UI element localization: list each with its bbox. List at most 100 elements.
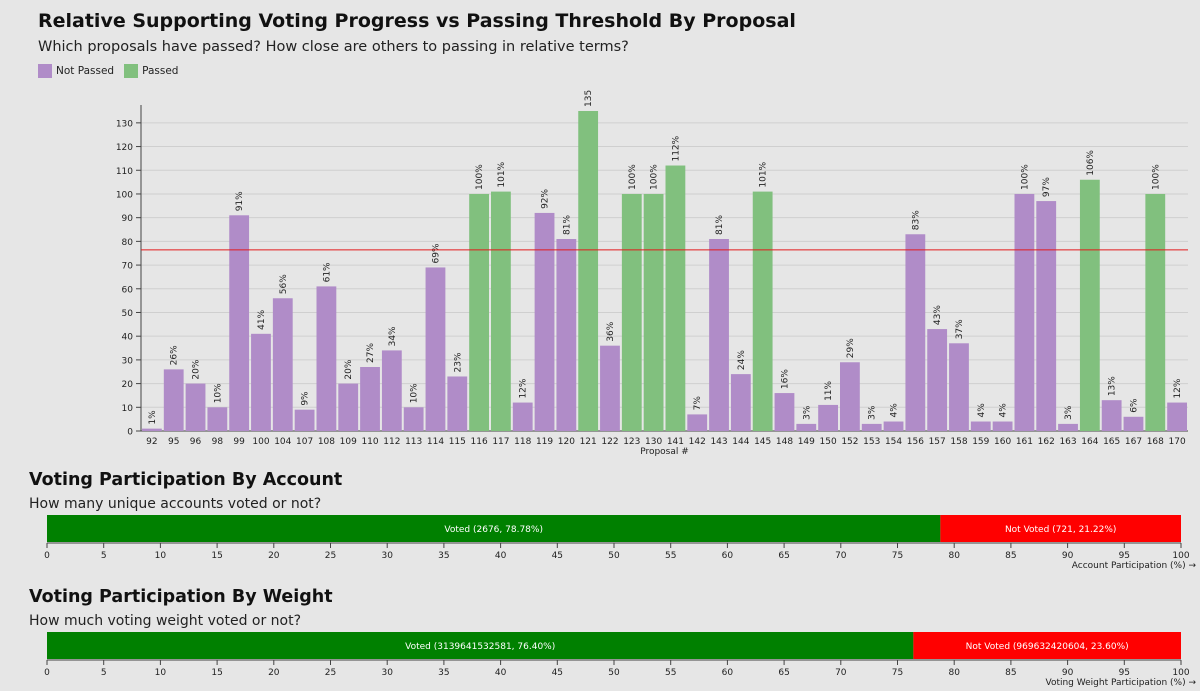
bar-proposal-150 xyxy=(818,404,838,431)
x-tick-label: 157 xyxy=(929,437,946,447)
bar-value-label: 100% xyxy=(1020,164,1030,190)
bar-proposal-152 xyxy=(840,362,860,431)
bar-value-label: 12% xyxy=(1173,378,1183,398)
x-tick-label: 25 xyxy=(325,551,336,561)
y-tick-label: 20 xyxy=(122,380,134,390)
bar-value-label: 16% xyxy=(780,369,790,389)
x-tick-label: 122 xyxy=(601,437,618,447)
x-tick-label: 153 xyxy=(863,437,880,447)
x-tick-label: 100 xyxy=(252,437,269,447)
x-tick-label: 50 xyxy=(608,551,620,561)
x-tick-label: 160 xyxy=(994,437,1011,447)
bar-proposal-118 xyxy=(512,402,533,431)
x-tick-label: 15 xyxy=(211,668,222,678)
x-tick-label: 20 xyxy=(268,551,280,561)
x-tick-label: 113 xyxy=(405,437,422,447)
x-tick-label: 110 xyxy=(361,437,378,447)
x-tick-label: 114 xyxy=(427,437,444,447)
x-tick-label: 0 xyxy=(44,551,50,561)
x-tick-label: 70 xyxy=(835,551,847,561)
x-tick-label: 119 xyxy=(536,437,553,447)
x-tick-label: 25 xyxy=(325,668,336,678)
bar-proposal-143 xyxy=(709,239,729,431)
x-tick-label: 65 xyxy=(778,668,789,678)
y-tick-label: 70 xyxy=(122,262,134,272)
bar-proposal-159 xyxy=(970,421,991,431)
bar-value-label: 37% xyxy=(955,319,965,339)
legend-passed-label: Passed xyxy=(142,65,179,77)
bar-value-label: 91% xyxy=(235,191,245,211)
bar-proposal-148 xyxy=(774,393,795,431)
legend-passed: Passed xyxy=(124,64,178,78)
bar-proposal-96 xyxy=(185,383,206,431)
x-tick-label: 121 xyxy=(580,437,597,447)
x-axis-label: Voting Weight Participation (%) → xyxy=(1045,678,1196,688)
x-tick-label: 85 xyxy=(1005,668,1016,678)
bar-value-label: 100% xyxy=(475,164,485,190)
x-tick-label: 60 xyxy=(722,668,734,678)
bar-value-label: 100% xyxy=(1151,164,1161,190)
x-tick-label: 145 xyxy=(754,437,771,447)
bar-proposal-121 xyxy=(578,111,599,431)
bar-value-label: 24% xyxy=(737,350,747,370)
bar-value-label: 7% xyxy=(693,396,703,411)
bar-proposal-162 xyxy=(1036,201,1057,431)
x-tick-label: 144 xyxy=(732,437,749,447)
bar-proposal-141 xyxy=(665,165,686,431)
x-tick-label: 116 xyxy=(471,437,488,447)
x-tick-label: 100 xyxy=(1172,668,1189,678)
x-tick-label: 80 xyxy=(948,551,960,561)
bar-value-label: 36% xyxy=(606,321,616,341)
x-tick-label: 156 xyxy=(907,437,924,447)
account-participation-title: Voting Participation By Account xyxy=(29,470,343,490)
account-participation-chart: Voted (2676, 78.78%) Not Voted (721, 21.2… xyxy=(44,515,1196,571)
x-tick-label: 40 xyxy=(495,551,507,561)
bar-proposal-115 xyxy=(447,376,468,431)
bar-value-label: 61% xyxy=(322,262,332,282)
bar-proposal-114 xyxy=(425,267,446,431)
x-tick-label: 120 xyxy=(558,437,575,447)
bar-value-label: 34% xyxy=(388,326,398,346)
bar-proposal-153 xyxy=(861,423,882,431)
x-tick-label: 154 xyxy=(885,437,902,447)
bar-proposal-163 xyxy=(1058,423,1078,431)
bar-proposal-98 xyxy=(207,407,228,431)
y-tick-label: 110 xyxy=(116,167,133,177)
bar-value-label: 3% xyxy=(1064,405,1074,420)
x-tick-label: 161 xyxy=(1016,437,1033,447)
bar-proposal-113 xyxy=(403,407,424,431)
x-tick-label: 163 xyxy=(1059,437,1076,447)
x-tick-label: 108 xyxy=(318,437,335,447)
x-tick-label: 45 xyxy=(552,668,563,678)
bar-value-label: 135 xyxy=(584,90,594,107)
y-tick-label: 90 xyxy=(122,214,134,224)
bar-proposal-109 xyxy=(338,383,359,431)
bar-value-label: 4% xyxy=(977,403,987,418)
segment-label: Voted (3139641532581, 76.40%) xyxy=(405,642,555,652)
x-tick-label: 168 xyxy=(1147,437,1164,447)
legend-not-passed: Not Passed xyxy=(38,64,114,78)
x-tick-label: 100 xyxy=(1172,551,1189,561)
bar-value-label: 100% xyxy=(628,164,638,190)
x-tick-label: 159 xyxy=(972,437,989,447)
x-tick-label: 130 xyxy=(645,437,662,447)
x-tick-label: 45 xyxy=(552,551,563,561)
bar-value-label: 26% xyxy=(170,345,180,365)
x-tick-label: 35 xyxy=(438,551,449,561)
x-tick-label: 123 xyxy=(623,437,640,447)
bar-proposal-108 xyxy=(316,286,337,431)
x-tick-label: 143 xyxy=(710,437,727,447)
proposal-chart-subtitle: Which proposals have passed? How close a… xyxy=(38,39,629,55)
bar-value-label: 101% xyxy=(497,161,507,187)
y-tick-label: 80 xyxy=(122,238,134,248)
x-tick-label: 95 xyxy=(168,437,179,447)
bar-proposal-142 xyxy=(687,414,708,431)
bar-proposal-122 xyxy=(600,345,620,431)
segment-label: Voted (2676, 78.78%) xyxy=(444,525,543,535)
x-tick-label: 109 xyxy=(340,437,357,447)
bar-proposal-100 xyxy=(251,333,271,431)
x-tick-label: 164 xyxy=(1081,437,1098,447)
bar-proposal-130 xyxy=(643,193,664,431)
bar-proposal-145 xyxy=(752,191,773,431)
bar-value-label: 4% xyxy=(999,403,1009,418)
